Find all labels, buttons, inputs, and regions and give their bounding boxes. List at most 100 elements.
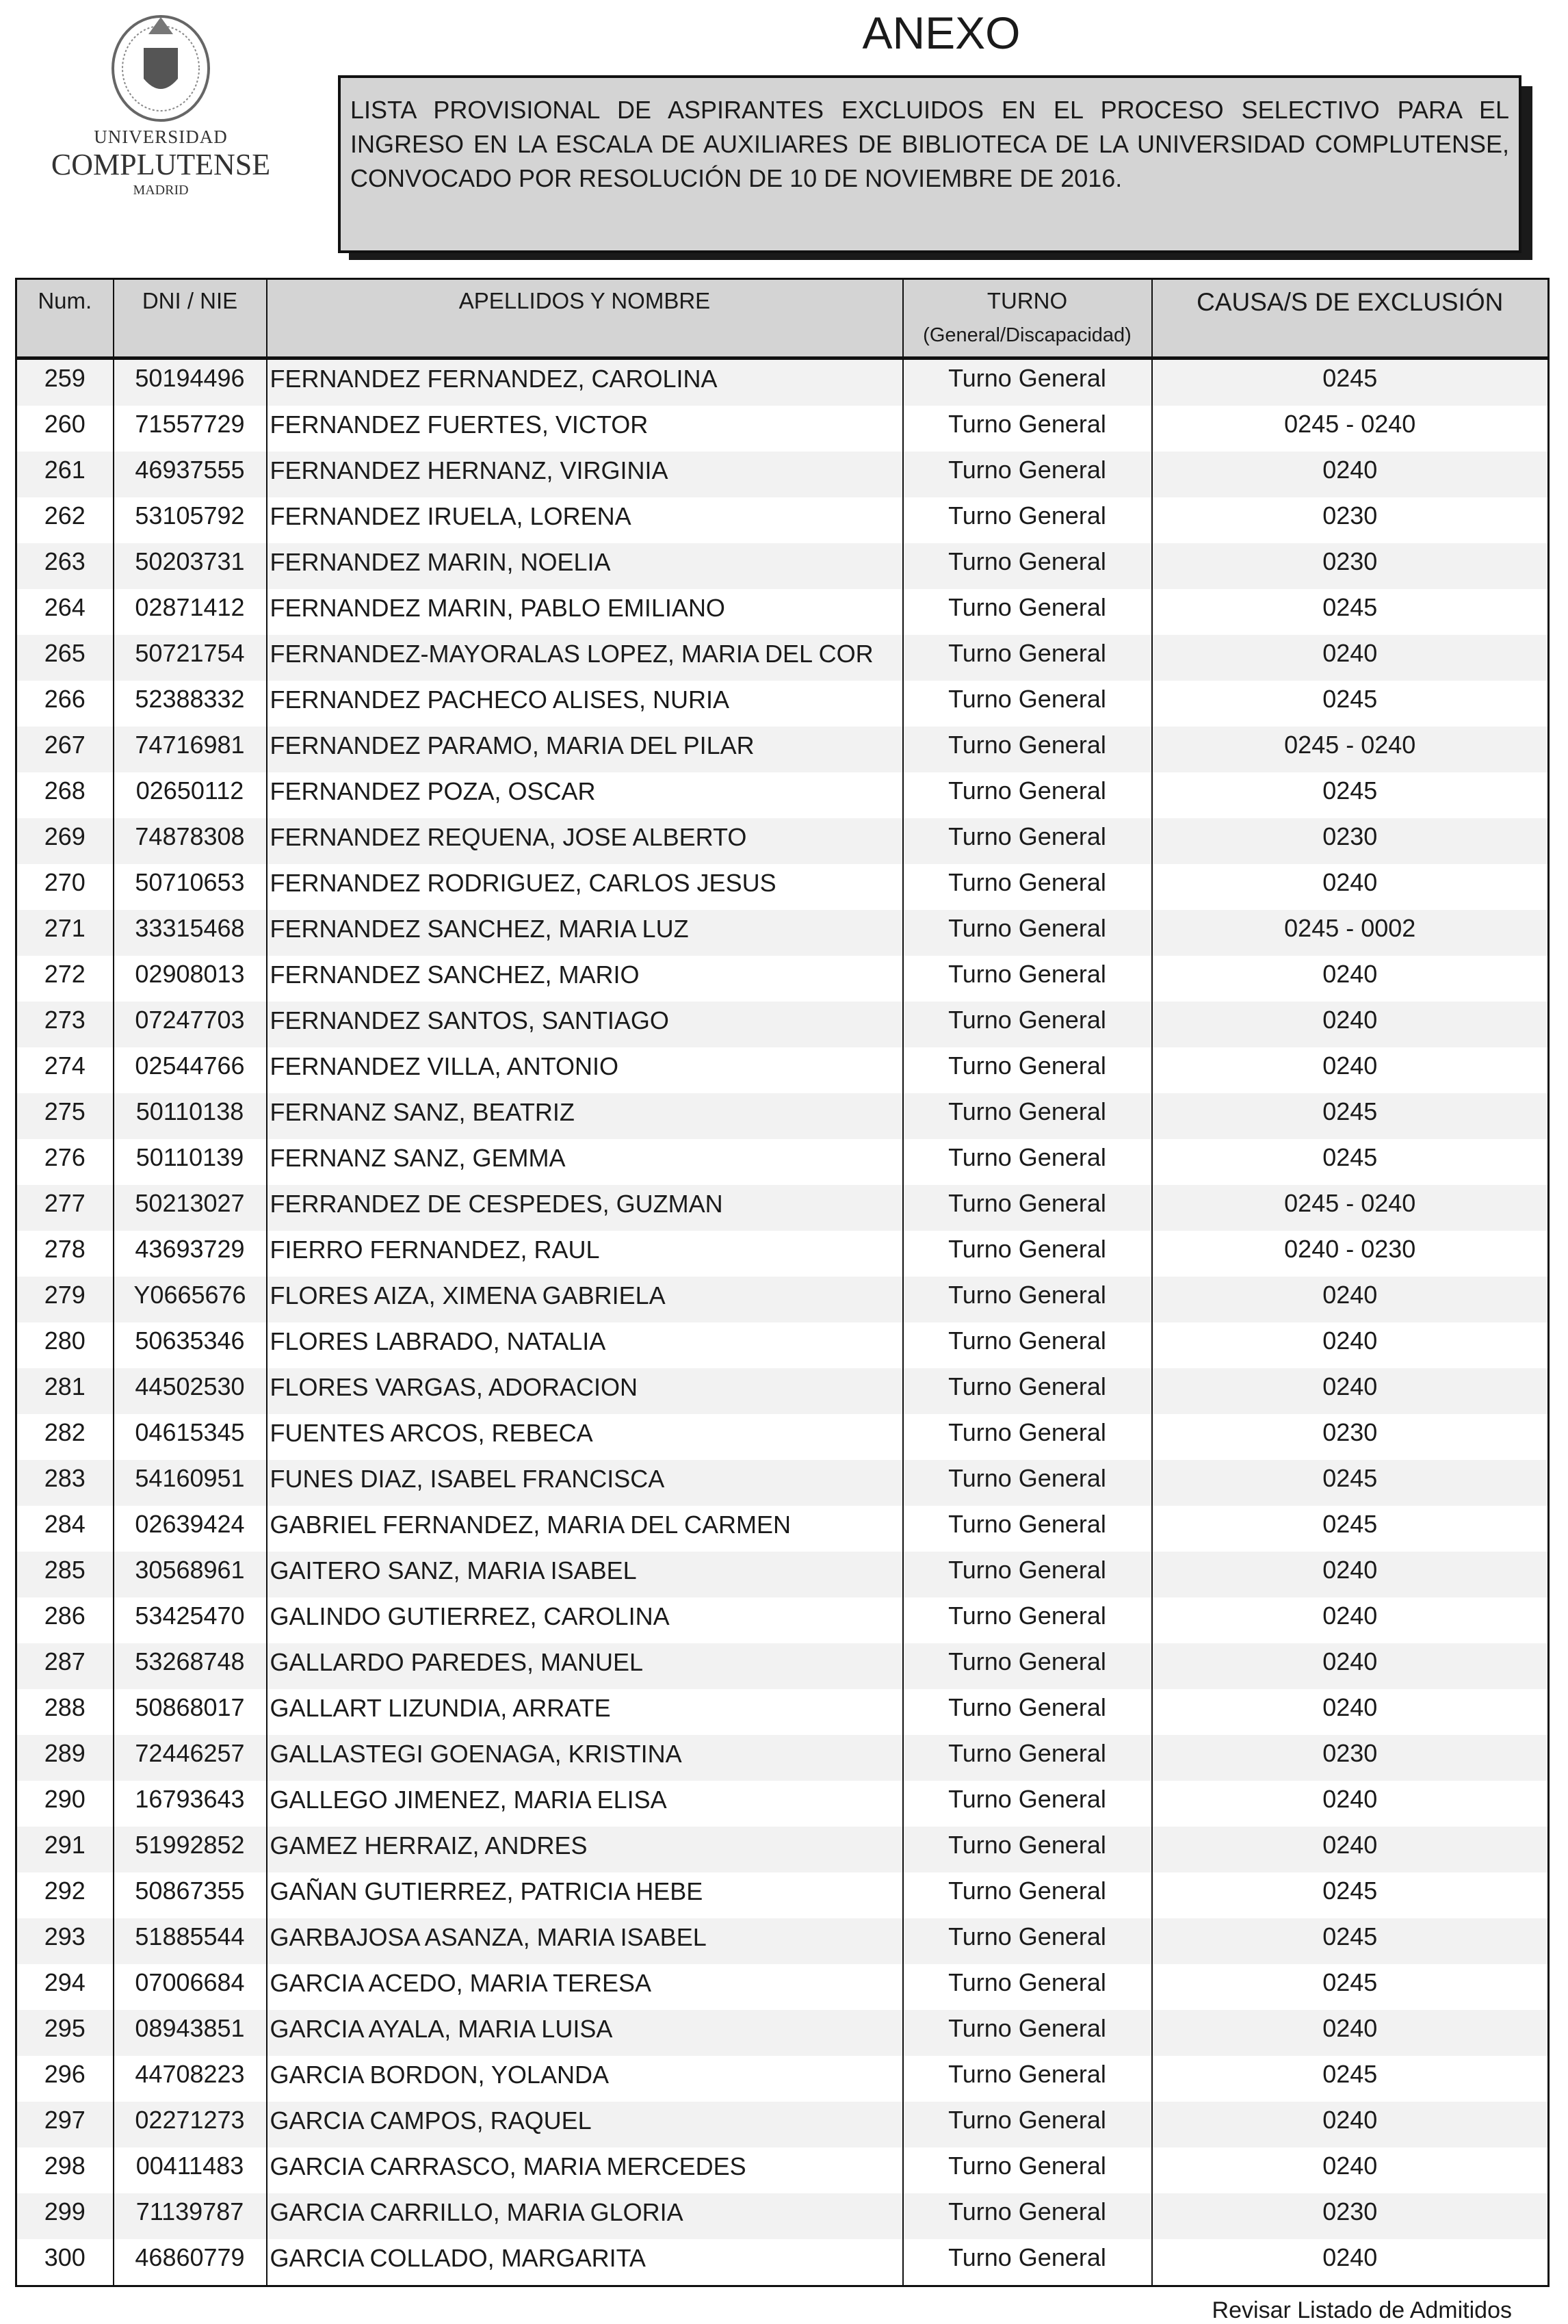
cell-num: 275 xyxy=(15,1093,114,1139)
cell-num: 281 xyxy=(15,1368,114,1414)
cell-causa: 0240 xyxy=(1151,1597,1549,1643)
cell-num: 266 xyxy=(15,681,114,727)
cell-num: 295 xyxy=(15,2010,114,2056)
cell-dni: Y0665676 xyxy=(112,1277,267,1322)
cell-name: GABRIEL FERNANDEZ, MARIA DEL CARMEN xyxy=(265,1506,903,1552)
cell-turno: Turno General xyxy=(902,1414,1152,1460)
cell-num: 267 xyxy=(15,727,114,772)
table-row: 264 02871412 FERNANDEZ MARIN, PABLO EMILIA… xyxy=(15,589,1549,635)
cell-dni: 50710653 xyxy=(112,864,267,910)
table-row: 283 54160951 FUNES DIAZ, ISABEL FRANCISCA T… xyxy=(15,1460,1549,1506)
cell-causa: 0245 xyxy=(1151,358,1549,406)
table-row: 266 52388332 FERNANDEZ PACHECO ALISES, NUR… xyxy=(15,681,1549,727)
cell-dni: 51992852 xyxy=(112,1827,267,1872)
cell-dni: 74716981 xyxy=(112,727,267,772)
cell-num: 278 xyxy=(15,1231,114,1277)
cell-num: 289 xyxy=(15,1735,114,1781)
cell-num: 286 xyxy=(15,1597,114,1643)
cell-name: GALLASTEGI GOENAGA, KRISTINA xyxy=(265,1735,903,1781)
cell-turno: Turno General xyxy=(902,1781,1152,1827)
cell-num: 260 xyxy=(15,406,114,452)
cell-name: FIERRO FERNANDEZ, RAUL xyxy=(265,1231,903,1277)
cell-num: 276 xyxy=(15,1139,114,1185)
cell-causa: 0240 xyxy=(1151,452,1549,497)
table-row: 293 51885544 GARBAJOSA ASANZA, MARIA ISABE… xyxy=(15,1918,1549,1964)
cell-name: FERNANDEZ REQUENA, JOSE ALBERTO xyxy=(265,818,903,864)
cell-causa: 0240 xyxy=(1151,1643,1549,1689)
cell-causa: 0245 - 0240 xyxy=(1151,1185,1549,1231)
cell-num: 271 xyxy=(15,910,114,956)
cell-dni: 54160951 xyxy=(112,1460,267,1506)
cell-turno: Turno General xyxy=(902,2239,1152,2286)
cell-turno: Turno General xyxy=(902,2056,1152,2102)
table-header-row: Num. DNI / NIE APELLIDOS Y NOMBRE TURNO (… xyxy=(15,278,1549,360)
table-row: 291 51992852 GAMEZ HERRAIZ, ANDRES Turno Ge… xyxy=(15,1827,1549,1872)
cell-dni: 50867355 xyxy=(112,1872,267,1918)
header-turno-sub: (General/Discapacidad) xyxy=(923,324,1132,346)
cell-dni: 53105792 xyxy=(112,497,267,543)
cell-name: FERNANZ SANZ, BEATRIZ xyxy=(265,1093,903,1139)
cell-num: 269 xyxy=(15,818,114,864)
cell-causa: 0240 xyxy=(1151,1552,1549,1597)
cell-causa: 0245 - 0240 xyxy=(1151,727,1549,772)
cell-causa: 0245 xyxy=(1151,1964,1549,2010)
cell-causa: 0230 xyxy=(1151,1735,1549,1781)
cell-dni: 43693729 xyxy=(112,1231,267,1277)
cell-causa: 0240 xyxy=(1151,1047,1549,1093)
cell-turno: Turno General xyxy=(902,1735,1152,1781)
cell-turno: Turno General xyxy=(902,406,1152,452)
cell-name: FERNANDEZ VILLA, ANTONIO xyxy=(265,1047,903,1093)
cell-name: GARCIA ACEDO, MARIA TERESA xyxy=(265,1964,903,2010)
notice-box: LISTA PROVISIONAL DE ASPIRANTES EXCLUIDO… xyxy=(338,75,1521,253)
excluded-applicants-table: Num. DNI / NIE APELLIDOS Y NOMBRE TURNO (… xyxy=(15,278,1550,2287)
cell-num: 259 xyxy=(15,358,114,406)
cell-dni: 04615345 xyxy=(112,1414,267,1460)
cell-turno: Turno General xyxy=(902,1002,1152,1047)
logo-line-2: COMPLUTENSE xyxy=(51,148,271,181)
cell-name: FERNANDEZ PACHECO ALISES, NURIA xyxy=(265,681,903,727)
cell-name: FERNANDEZ POZA, OSCAR xyxy=(265,772,903,818)
cell-num: 270 xyxy=(15,864,114,910)
cell-dni: 71139787 xyxy=(112,2193,267,2239)
footer-note: Revisar Listado de Admitidos xyxy=(1212,2297,1512,2323)
cell-causa: 0240 xyxy=(1151,635,1549,681)
table-row: 271 33315468 FERNANDEZ SANCHEZ, MARIA LUZ T… xyxy=(15,910,1549,956)
cell-name: GARCIA AYALA, MARIA LUISA xyxy=(265,2010,903,2056)
cell-causa: 0230 xyxy=(1151,2193,1549,2239)
cell-causa: 0240 xyxy=(1151,1277,1549,1322)
cell-dni: 74878308 xyxy=(112,818,267,864)
cell-causa: 0245 xyxy=(1151,2056,1549,2102)
cell-dni: 50203731 xyxy=(112,543,267,589)
cell-num: 288 xyxy=(15,1689,114,1735)
header-turno-label: TURNO xyxy=(986,288,1068,313)
cell-causa: 0245 xyxy=(1151,589,1549,635)
cell-causa: 0245 xyxy=(1151,1918,1549,1964)
cell-name: FERNANDEZ RODRIGUEZ, CARLOS JESUS xyxy=(265,864,903,910)
cell-turno: Turno General xyxy=(902,1689,1152,1735)
cell-dni: 71557729 xyxy=(112,406,267,452)
cell-name: FUENTES ARCOS, REBECA xyxy=(265,1414,903,1460)
cell-num: 283 xyxy=(15,1460,114,1506)
table-row: 260 71557729 FERNANDEZ FUERTES, VICTOR Turn… xyxy=(15,406,1549,452)
table-row: 261 46937555 FERNANDEZ HERNANZ, VIRGINIA Tu… xyxy=(15,452,1549,497)
cell-causa: 0240 xyxy=(1151,1368,1549,1414)
cell-turno: Turno General xyxy=(902,1827,1152,1872)
table-row: 279 Y0665676 FLORES AIZA, XIMENA GABRIELA T… xyxy=(15,1277,1549,1322)
cell-num: 265 xyxy=(15,635,114,681)
cell-dni: 08943851 xyxy=(112,2010,267,2056)
table-row: 272 02908013 FERNANDEZ SANCHEZ, MARIO Turno… xyxy=(15,956,1549,1002)
cell-name: GARCIA CAMPOS, RAQUEL xyxy=(265,2102,903,2147)
cell-causa: 0240 - 0230 xyxy=(1151,1231,1549,1277)
cell-turno: Turno General xyxy=(902,497,1152,543)
table-row: 282 04615345 FUENTES ARCOS, REBECA Turno Ge… xyxy=(15,1414,1549,1460)
table-row: 295 08943851 GARCIA AYALA, MARIA LUISA Turn… xyxy=(15,2010,1549,2056)
cell-dni: 44502530 xyxy=(112,1368,267,1414)
cell-dni: 44708223 xyxy=(112,2056,267,2102)
cell-dni: 53268748 xyxy=(112,1643,267,1689)
cell-name: GALLEGO JIMENEZ, MARIA ELISA xyxy=(265,1781,903,1827)
table-row: 280 50635346 FLORES LABRADO, NATALIA Turno … xyxy=(15,1322,1549,1368)
table-row: 281 44502530 FLORES VARGAS, ADORACION Turno… xyxy=(15,1368,1549,1414)
table-row: 274 02544766 FERNANDEZ VILLA, ANTONIO Turno… xyxy=(15,1047,1549,1093)
cell-dni: 02871412 xyxy=(112,589,267,635)
cell-dni: 07247703 xyxy=(112,1002,267,1047)
